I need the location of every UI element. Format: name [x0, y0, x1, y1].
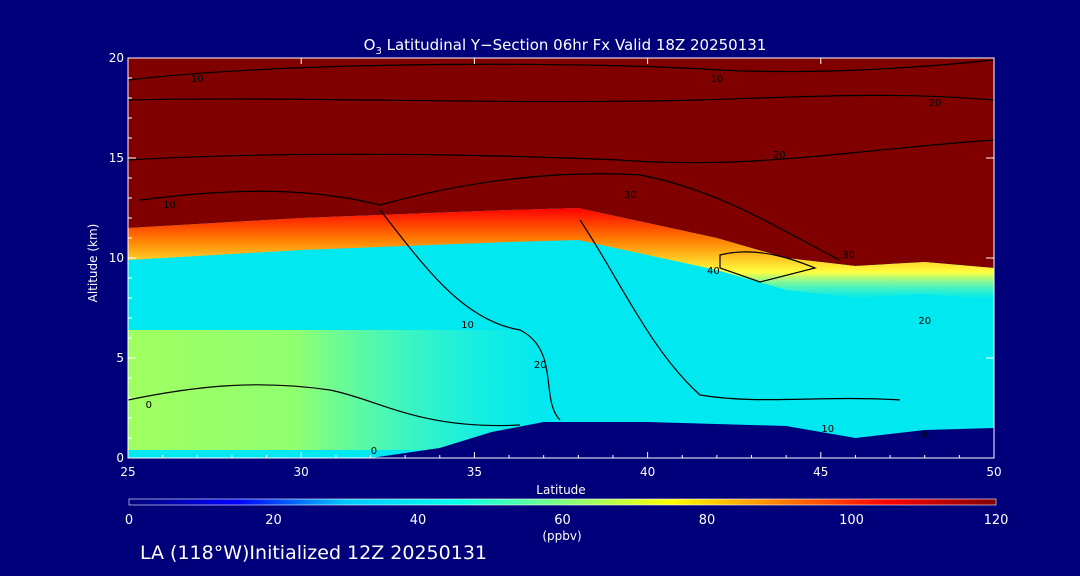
contour-label: 10: [711, 74, 724, 85]
footer-init-info: LA (118°W)Initialized 12Z 20250131: [140, 542, 487, 564]
colorbar-tick-label: 20: [265, 513, 282, 528]
contour-label: 10: [163, 200, 176, 211]
y-tick-label: 5: [116, 351, 124, 365]
contour-label: 40: [707, 266, 720, 277]
contour-label: 30: [624, 190, 637, 201]
contour-line-30: [139, 173, 841, 261]
contour-label: 0: [146, 400, 152, 411]
colorbar-ticks: 0 20 40 60 80 100 120: [125, 513, 1009, 528]
contour-label: 0: [371, 446, 377, 457]
contour-label: 20: [773, 150, 786, 161]
contour-label: 20: [534, 360, 547, 371]
contour-label: 10: [461, 320, 474, 331]
contour-labels: 10 10 20 20 30 10 30 40 10 20 20 0 0 10 0: [146, 74, 942, 457]
y-tick-label: 0: [116, 451, 124, 465]
colorbar-tick-label: 60: [554, 513, 571, 528]
x-axis-label: Latitude: [536, 483, 585, 497]
contour-line-20-trop: [579, 219, 901, 401]
contour-label: 10: [821, 424, 834, 435]
terrain-mask: [128, 422, 994, 458]
x-tick-label: 40: [640, 465, 655, 479]
colorbar-tick-label: 80: [699, 513, 716, 528]
y-tick-label: 10: [109, 251, 124, 265]
contour-label: 20: [918, 316, 931, 327]
colorbar-unit-label: (ppbv): [542, 529, 581, 543]
x-tick-label: 45: [813, 465, 828, 479]
contour-line-10-mid: [128, 94, 994, 103]
contour-label: 10: [191, 74, 204, 85]
x-tick-label: 30: [294, 465, 309, 479]
chart-title-main: O: [364, 36, 376, 54]
x-tick-label: 25: [120, 465, 135, 479]
contour-line-10-strat: [128, 59, 994, 81]
x-tick-label: 35: [467, 465, 482, 479]
colorbar-tick-label: 100: [839, 513, 864, 528]
y-tick-label: 15: [109, 151, 124, 165]
chart-title: O3 Latitudinal Y−Section 06hr Fx Valid 1…: [364, 36, 767, 57]
y-tick-label: 20: [109, 51, 124, 65]
x-axis: 25 30 35 40 45 50: [120, 58, 1002, 479]
colorbar: [128, 498, 997, 506]
contour-line-0-low: [128, 384, 521, 427]
stratosphere-fill: [128, 58, 994, 268]
contour-line-20-strat: [128, 139, 994, 164]
colorbar-tick-label: 0: [125, 513, 133, 528]
lowlevel-ozone-fill: [128, 330, 548, 450]
colorbar-tick-label: 40: [410, 513, 427, 528]
y-axis: 0 5 10 15 20: [109, 51, 994, 465]
contour-label: 30: [842, 250, 855, 261]
contour-line-40: [719, 251, 817, 283]
chart-title-rest: Latitudinal Y−Section 06hr Fx Valid 18Z …: [382, 36, 767, 54]
x-tick-label: 50: [986, 465, 1001, 479]
contour-label: 20: [929, 98, 942, 109]
contour-label: 0: [922, 430, 928, 441]
chart-title-subscript: 3: [375, 46, 381, 57]
contour-line-10-trop: [379, 209, 561, 421]
plot-area: 10 10 20 20 30 10 30 40 10 20 20 0 0 10 0: [128, 58, 994, 458]
y-axis-label: Altitude (km): [86, 224, 100, 303]
contour-lines: [128, 59, 994, 427]
colorbar-tick-label: 120: [984, 513, 1009, 528]
